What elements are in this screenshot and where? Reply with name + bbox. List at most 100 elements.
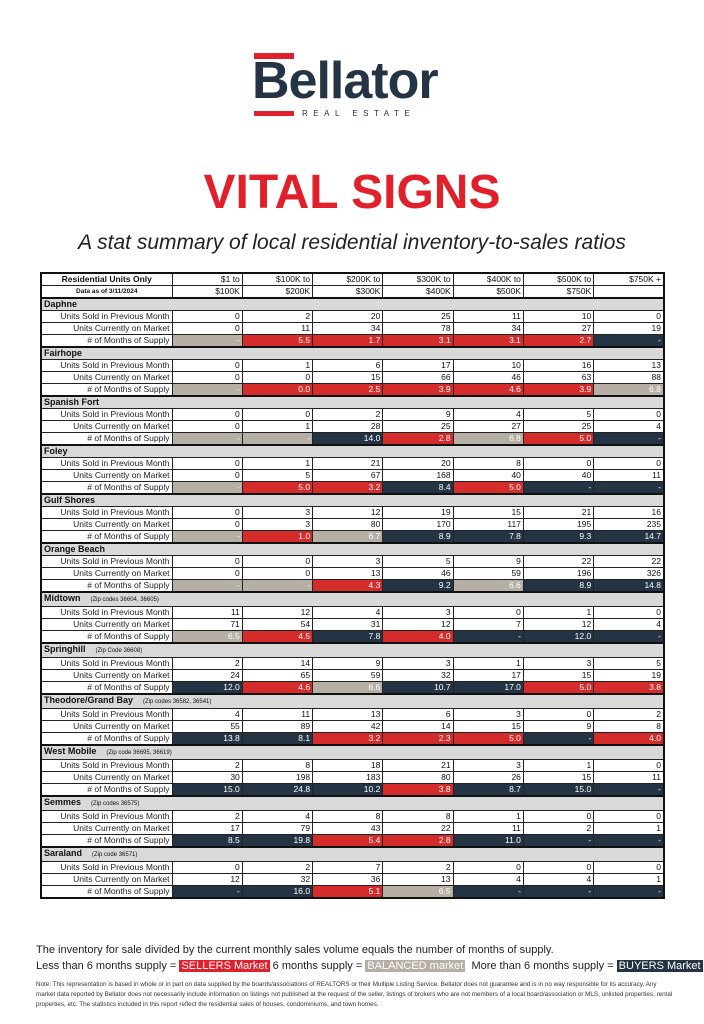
months-supply-cell: 14.8 bbox=[593, 579, 665, 593]
table-row: Units Sold in Previous Month 0 1 6 17 10 16 13 bbox=[41, 359, 665, 372]
units-sold-cell: 18 bbox=[312, 759, 384, 772]
months-supply-cell: - bbox=[171, 383, 243, 397]
header-row: Data as of 3/11/2024 $100K $200K $300K $400K… bbox=[40, 285, 665, 299]
units-sold-cell: 7 bbox=[312, 861, 384, 874]
section-name-cell: Daphne bbox=[40, 297, 665, 311]
months-supply-cell: 8.9 bbox=[382, 530, 454, 544]
months-supply-cell: 14.0 bbox=[312, 432, 384, 446]
row-label: Units Currently on Market bbox=[41, 873, 173, 886]
units-sold-cell: 0 bbox=[522, 708, 595, 721]
units-sold-cell: 8 bbox=[382, 810, 454, 823]
months-supply-cell: - bbox=[593, 783, 665, 797]
months-supply-cell: - bbox=[241, 579, 314, 593]
units-market-cell: 25 bbox=[522, 420, 595, 433]
units-market-cell: 0 bbox=[171, 371, 243, 384]
table-row: # of Months of Supply 6.5 4.5 7.8 4.0-12.0- bbox=[41, 630, 665, 644]
table-row: # of Months of Supply -5.0 3.2 8.4 5.0- - bbox=[41, 481, 665, 495]
section-header: Foley bbox=[40, 444, 665, 458]
section-name-cell: Saraland (Zip code 36571) bbox=[40, 846, 665, 862]
row-label: Units Sold in Previous Month bbox=[41, 708, 173, 721]
units-sold-cell: 5 bbox=[522, 408, 595, 421]
units-market-cell: 15 bbox=[522, 669, 595, 682]
units-sold-cell: 5 bbox=[382, 555, 454, 568]
units-sold-cell: 4 bbox=[312, 606, 384, 619]
units-sold-cell: 11 bbox=[452, 310, 524, 323]
units-market-cell: 12 bbox=[171, 873, 243, 886]
units-market-cell: 78 bbox=[382, 322, 454, 335]
units-market-cell: 40 bbox=[522, 469, 595, 482]
units-sold-cell: 2 bbox=[312, 408, 384, 421]
units-sold-cell: 0 bbox=[593, 810, 665, 823]
months-supply-cell: 5.1 bbox=[312, 885, 384, 899]
months-supply-cell: 13.8 bbox=[171, 732, 243, 746]
row-label: Units Sold in Previous Month bbox=[41, 310, 173, 323]
units-market-cell: 3 bbox=[241, 518, 314, 531]
units-market-cell: 17 bbox=[171, 822, 243, 835]
units-sold-cell: 1 bbox=[241, 359, 314, 372]
table-row: # of Months of Supply - -14.0 2.8 6.8 5.0- bbox=[41, 432, 665, 446]
column-header: $500K to bbox=[522, 272, 595, 286]
units-sold-cell: 5 bbox=[593, 657, 665, 670]
units-market-cell: 235 bbox=[593, 518, 665, 531]
months-supply-cell: - bbox=[522, 481, 595, 495]
row-label: Units Sold in Previous Month bbox=[41, 359, 173, 372]
units-sold-cell: 2 bbox=[382, 861, 454, 874]
table-row: # of Months of Supply 15.0 24.8 10.2 3.8 8.7 1… bbox=[41, 783, 665, 797]
units-market-cell: 9 bbox=[522, 720, 595, 733]
units-market-cell: 46 bbox=[452, 371, 524, 384]
months-supply-cell: - bbox=[241, 432, 314, 446]
units-sold-cell: 1 bbox=[452, 657, 524, 670]
units-market-cell: 13 bbox=[382, 873, 454, 886]
units-sold-cell: 16 bbox=[522, 359, 595, 372]
units-market-cell: 1 bbox=[241, 420, 314, 433]
section-name: Daphne bbox=[44, 299, 78, 309]
units-market-cell: 117 bbox=[452, 518, 524, 531]
units-market-cell: 28 bbox=[312, 420, 384, 433]
months-supply-cell: 16.0 bbox=[241, 885, 314, 899]
units-sold-cell: 3 bbox=[312, 555, 384, 568]
months-supply-cell: 6.8 bbox=[593, 383, 665, 397]
units-market-cell: 11 bbox=[241, 322, 314, 335]
section-name: Gulf Shores bbox=[44, 495, 96, 505]
units-market-cell: 80 bbox=[382, 771, 454, 784]
months-supply-cell: 5.0 bbox=[452, 732, 524, 746]
page-title: VITAL SIGNS bbox=[203, 166, 501, 219]
row-label: Units Sold in Previous Month bbox=[41, 861, 173, 874]
units-sold-cell: 21 bbox=[522, 506, 595, 519]
legend-six-text: 6 months supply = bbox=[272, 960, 363, 972]
stats-table: Residential Units Only $1 to $100K to $200K… bbox=[40, 272, 665, 899]
units-sold-cell: 8 bbox=[452, 457, 524, 470]
units-sold-cell: 0 bbox=[522, 457, 595, 470]
row-label: Units Currently on Market bbox=[41, 322, 173, 335]
months-supply-cell: - bbox=[593, 481, 665, 495]
row-label: # of Months of Supply bbox=[41, 334, 173, 348]
units-market-cell: 198 bbox=[241, 771, 314, 784]
units-sold-cell: 4 bbox=[241, 810, 314, 823]
units-sold-cell: 17 bbox=[382, 359, 454, 372]
units-sold-cell: 0 bbox=[171, 359, 243, 372]
months-supply-cell: 15.0 bbox=[522, 783, 595, 797]
row-label: Units Currently on Market bbox=[41, 771, 173, 784]
months-supply-cell: 3.1 bbox=[452, 334, 524, 348]
units-market-cell: 27 bbox=[452, 420, 524, 433]
units-sold-cell: 9 bbox=[312, 657, 384, 670]
section-name: Midtown bbox=[44, 593, 81, 603]
row-label: Units Sold in Previous Month bbox=[41, 555, 173, 568]
units-market-cell: 17 bbox=[452, 669, 524, 682]
units-sold-cell: 0 bbox=[593, 457, 665, 470]
section-name-cell: Gulf Shores bbox=[40, 493, 665, 507]
months-supply-cell: 1.0 bbox=[241, 530, 314, 544]
units-sold-cell: 4 bbox=[171, 708, 243, 721]
units-market-cell: 2 bbox=[522, 822, 595, 835]
units-sold-cell: 9 bbox=[452, 555, 524, 568]
months-supply-cell: 2.7 bbox=[522, 334, 595, 348]
units-sold-cell: 3 bbox=[241, 506, 314, 519]
months-supply-cell: 0.0 bbox=[241, 383, 314, 397]
units-sold-cell: 0 bbox=[593, 408, 665, 421]
units-sold-cell: 21 bbox=[382, 759, 454, 772]
column-header: $200K to bbox=[312, 272, 384, 286]
section-header: Theodore/Grand Bay (Zip codes 36582, 3654… bbox=[40, 693, 665, 709]
row-label: # of Months of Supply bbox=[41, 834, 173, 848]
row-label: # of Months of Supply bbox=[41, 481, 173, 495]
section-name-cell: Orange Beach bbox=[40, 542, 665, 556]
